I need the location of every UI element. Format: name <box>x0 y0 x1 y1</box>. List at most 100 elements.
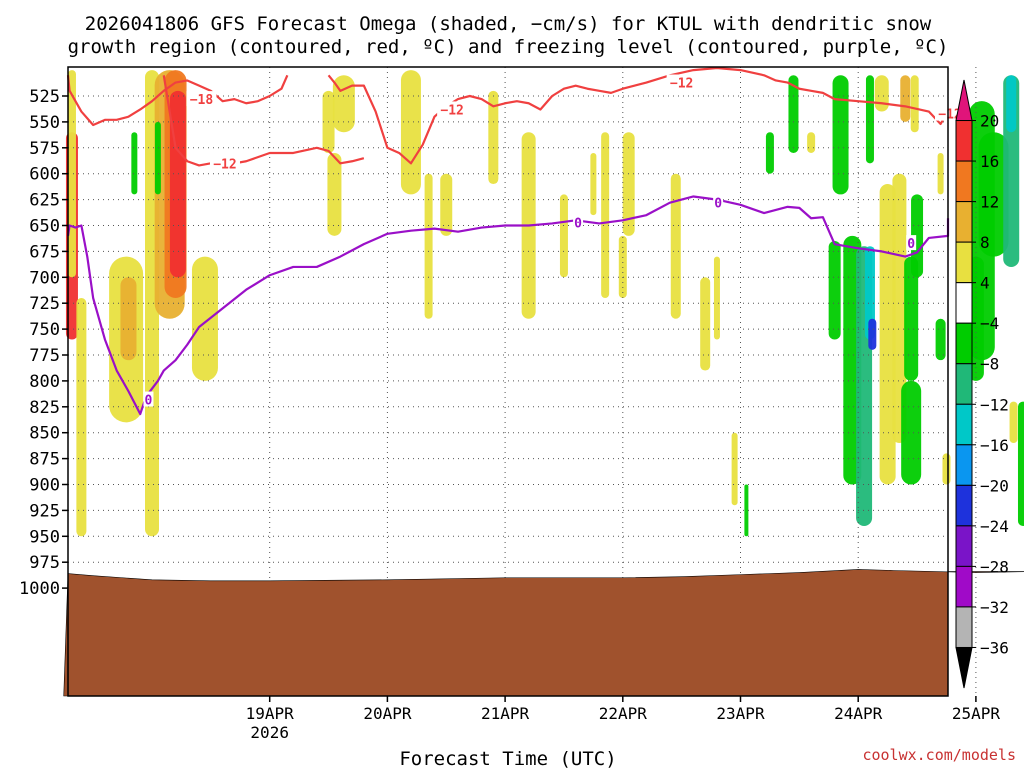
colorbar-label: 20 <box>980 112 999 131</box>
contour-label-bg <box>209 155 240 171</box>
y-tick-label: 600 <box>29 165 60 185</box>
freezing-level-contour <box>66 195 950 416</box>
omega-shade <box>864 246 875 340</box>
y-tick-label: 700 <box>29 268 60 288</box>
x-axis-label: Forecast Time (UTC) <box>399 748 616 768</box>
omega-shade <box>713 256 720 340</box>
contour-label-bg <box>573 214 584 230</box>
contour-label-bg <box>437 101 468 117</box>
y-tick-label: 725 <box>29 294 60 314</box>
omega-shade <box>590 152 597 216</box>
colorbar: 20 16 12 8 4 −4 −8 −12 −16 −20 −24 −28 −32 −36 <box>955 79 1009 689</box>
omega-shade <box>169 90 186 278</box>
omega-shade <box>865 75 874 164</box>
omega-shade <box>828 241 841 340</box>
colorbar-swatch <box>955 322 973 365</box>
omega-shade <box>910 75 919 133</box>
colorbar-swatch <box>955 403 973 446</box>
dgz-contour <box>66 74 289 127</box>
omega-shade <box>1006 75 1017 133</box>
credit-text: coolwx.com/models <box>862 746 1016 764</box>
colorbar-swatch <box>955 363 973 405</box>
x-tick-label: 19APR <box>246 704 295 723</box>
omega-shade <box>937 152 944 195</box>
colorbar-swatch <box>955 241 973 284</box>
y-tick-label: 975 <box>29 553 60 573</box>
dgz-contour-label: −12 <box>213 157 236 172</box>
omega-shade <box>424 173 433 319</box>
omega-shade <box>488 90 499 185</box>
omega-shade <box>400 70 421 195</box>
omega-shade <box>978 132 1009 257</box>
omega-shade <box>601 132 610 299</box>
omega-shade <box>765 132 774 174</box>
colorbar-swatch <box>955 201 973 243</box>
colorbar-label: 16 <box>980 152 999 171</box>
y-tick-label: 575 <box>29 139 60 159</box>
dgz-contour-label: −18 <box>190 93 214 108</box>
x-tick-label: 21APR <box>481 704 530 723</box>
y-tick-label: 675 <box>29 242 60 262</box>
colorbar-label: −16 <box>980 436 1009 455</box>
colorbar-swatch <box>955 282 973 324</box>
colorbar-swatch <box>955 120 973 162</box>
colorbar-label: −8 <box>980 355 999 374</box>
y-tick-label: 525 <box>29 87 60 107</box>
y-tick-label: 925 <box>29 501 60 521</box>
omega-shade <box>892 173 907 444</box>
omega-shade <box>874 75 889 112</box>
surface-terrain-area <box>63 569 1024 697</box>
omega-shade <box>120 277 137 361</box>
colorbar-label: −32 <box>980 598 1009 617</box>
omega-shade <box>440 173 453 236</box>
omega-shade <box>76 298 87 537</box>
chart-title-line-2: growth region (contoured, red, ºC) and f… <box>68 36 949 58</box>
omega-shade <box>868 318 877 350</box>
omega-shade <box>901 380 922 485</box>
contour-label-bg <box>186 91 217 107</box>
colorbar-swatch <box>955 444 973 486</box>
colorbar-label: −4 <box>980 314 999 333</box>
omega-shade <box>942 453 951 485</box>
omega-shade <box>700 277 711 371</box>
x-tick-sublabel: 2026 <box>250 723 289 742</box>
omega-shade <box>904 256 919 381</box>
y-tick-label: 1000 <box>19 579 60 599</box>
y-tick-label: 650 <box>29 217 60 237</box>
omega-shade <box>670 173 681 319</box>
y-tick-label: 825 <box>29 398 60 418</box>
freezing-level-label: 0 <box>574 216 582 231</box>
omega-shade <box>154 121 161 195</box>
colorbar-swatch <box>955 565 973 608</box>
x-tick-label: 25APR <box>952 704 1001 723</box>
y-tick-label: 875 <box>29 450 60 470</box>
colorbar-label: 12 <box>980 193 999 212</box>
x-tick-label: 22APR <box>599 704 648 723</box>
omega-shade <box>731 432 738 506</box>
colorbar-swatch <box>955 525 973 567</box>
y-tick-label: 900 <box>29 476 60 496</box>
omega-shade <box>622 132 635 236</box>
colorbar-arrow-top <box>955 79 973 122</box>
colorbar-swatch <box>955 606 973 648</box>
colorbar-arrow-bottom <box>955 646 973 689</box>
omega-shade <box>911 194 924 278</box>
omega-shade <box>618 235 627 299</box>
omega-shade <box>744 484 749 537</box>
contour-label-bg <box>143 391 154 407</box>
surface-terrain <box>63 569 1024 697</box>
omega-shade <box>900 75 911 122</box>
omega-shade <box>191 256 218 381</box>
colorbar-label: −28 <box>980 557 1009 576</box>
y-tick-label: 550 <box>29 113 60 133</box>
dgz-contour-label: −12 <box>440 103 463 118</box>
contour-label-bg <box>666 74 697 90</box>
y-tick-label: 800 <box>29 372 60 392</box>
plot-area: −18 −12 −12 −12 −12 0 0 0 0 <box>63 66 1024 697</box>
y-axis: 525 550 575 600 625 650 675 700 725 750 775 800 825 8… <box>19 87 68 599</box>
y-tick-label: 850 <box>29 424 60 444</box>
omega-shade <box>807 132 816 153</box>
